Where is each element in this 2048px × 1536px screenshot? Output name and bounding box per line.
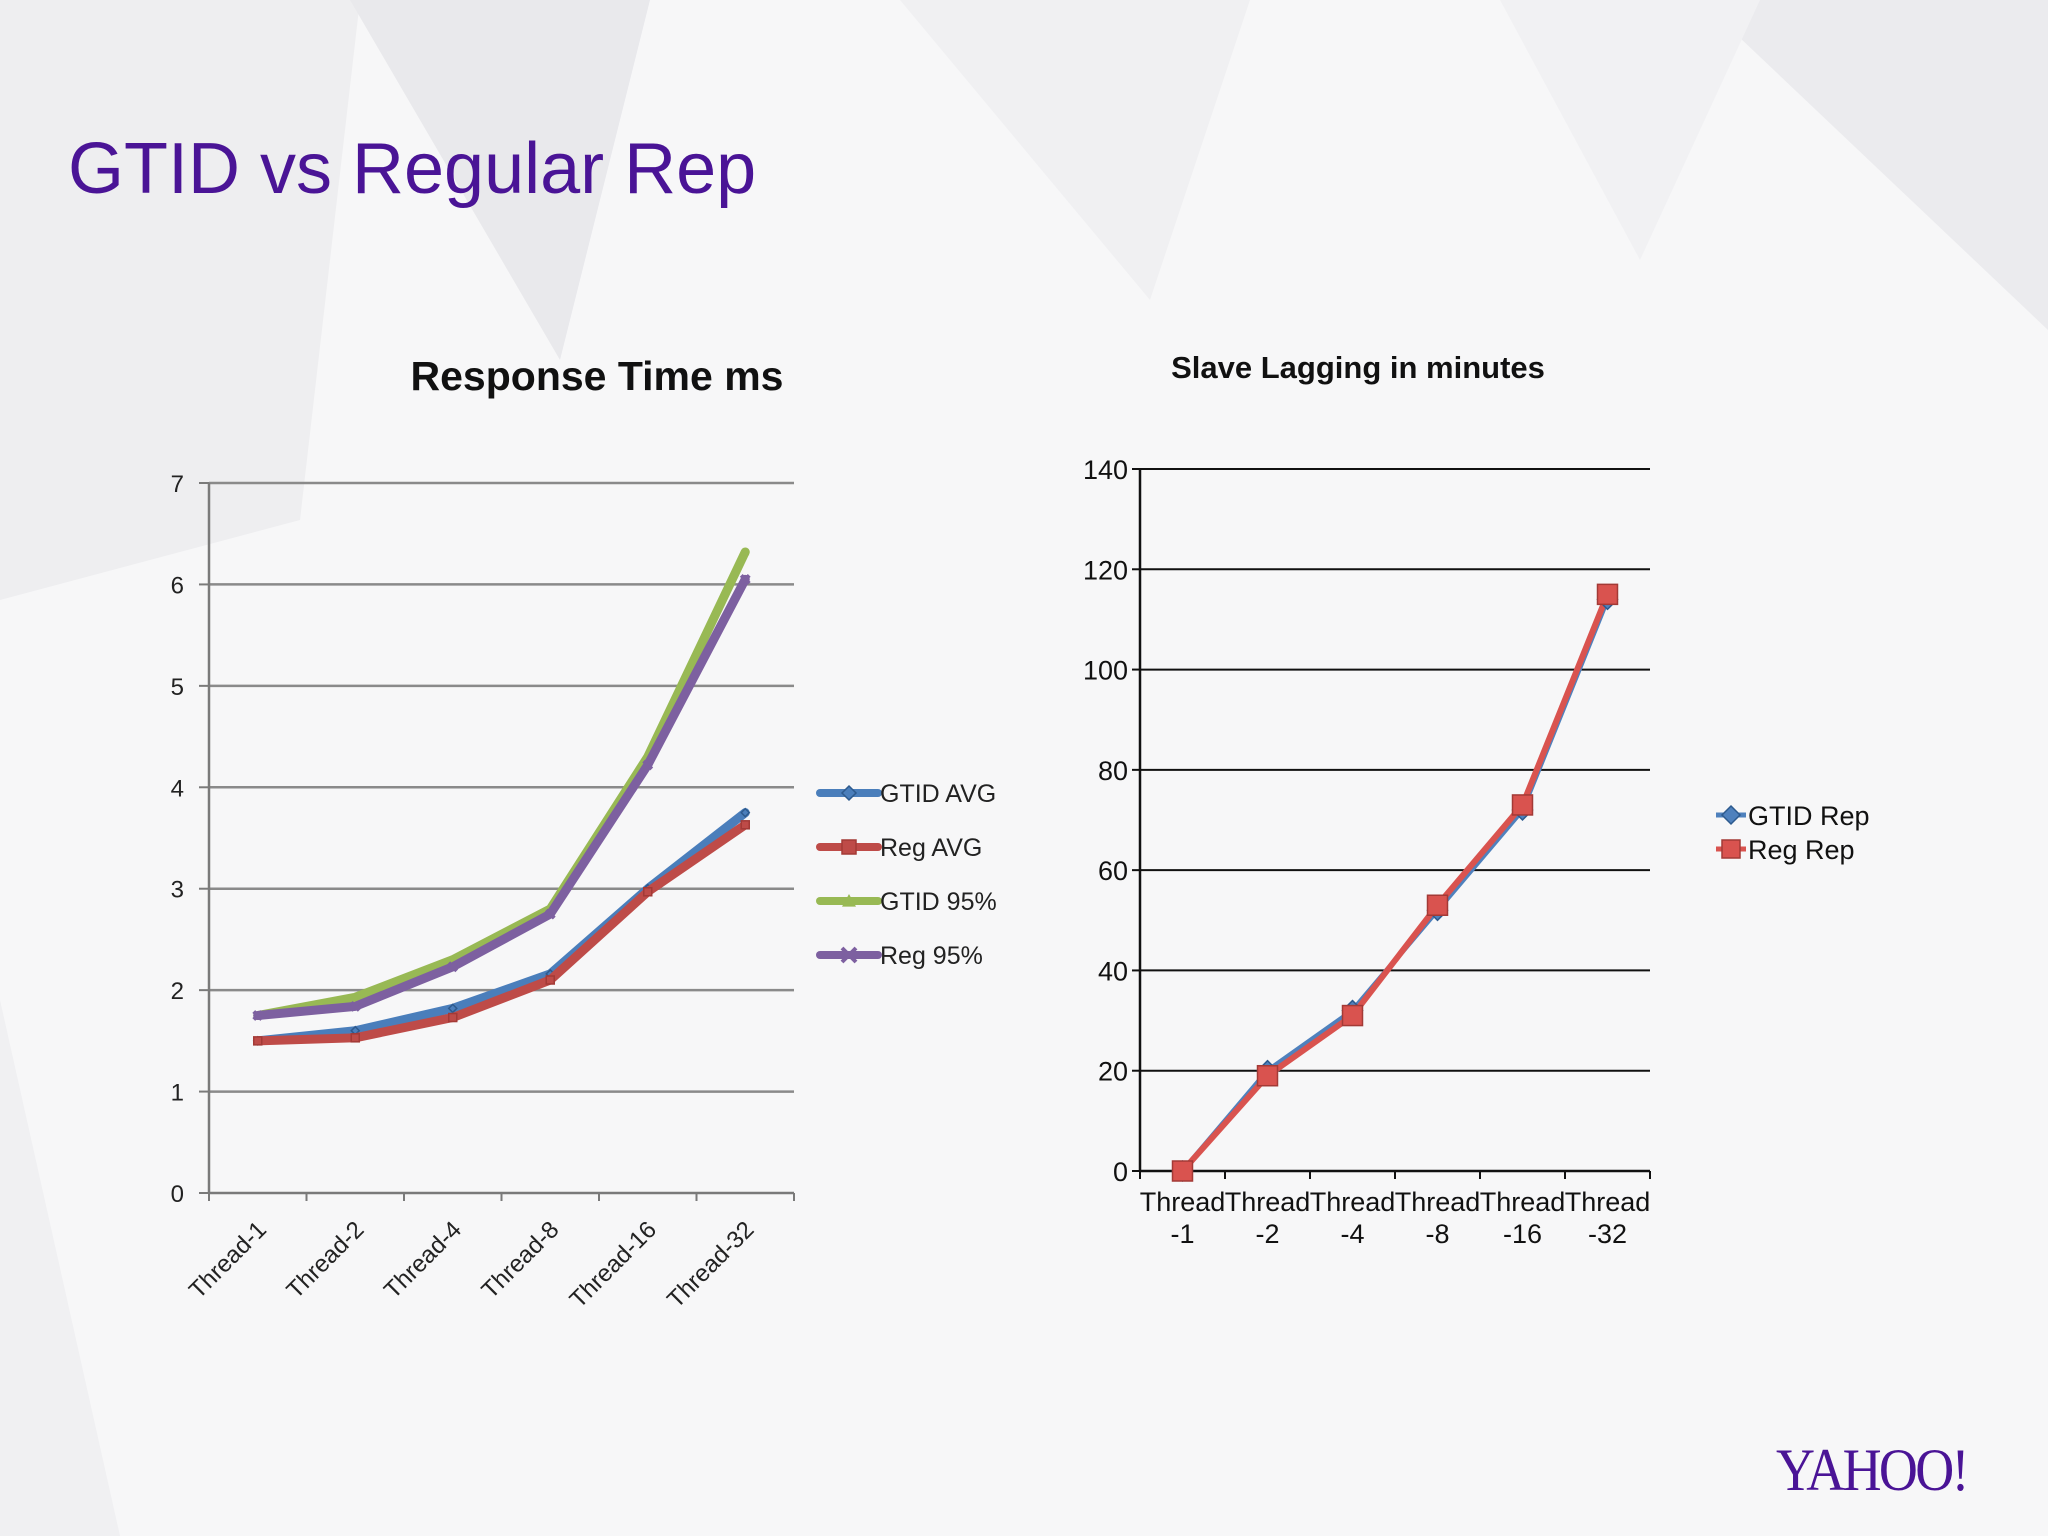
data-point (349, 1000, 361, 1012)
x-tick-label: Thread-2 (282, 1216, 370, 1304)
data-point (544, 908, 556, 920)
data-point (741, 547, 750, 556)
page-title: GTID vs Regular Rep (68, 129, 757, 209)
legend-marker (841, 839, 857, 855)
data-point (740, 807, 751, 818)
series-line-1 (253, 820, 750, 1046)
data-point (643, 887, 653, 897)
y-tick-label: 0 (171, 1181, 184, 1208)
legend-label: Reg AVG (880, 834, 982, 862)
legend-label: GTID 95% (880, 888, 997, 916)
data-point (642, 759, 654, 771)
legend-marker (840, 784, 858, 802)
y-tick-label: 6 (171, 572, 184, 599)
data-point (253, 1036, 263, 1046)
series-line-2 (253, 547, 750, 1020)
yahoo-logo: YAHOO! (1776, 1437, 1969, 1503)
data-point (447, 961, 459, 973)
data-point (350, 1033, 360, 1043)
data-point (447, 1003, 458, 1014)
legend-label: Reg 95% (880, 942, 983, 970)
data-point (545, 975, 555, 985)
y-tick-label: 1 (171, 1080, 184, 1107)
legend-marker (840, 946, 858, 964)
y-tick-label: 5 (171, 674, 184, 701)
y-tick-label: 2 (171, 978, 184, 1005)
x-tick-label: Thread-8 (477, 1216, 565, 1304)
legend-label: GTID AVG (880, 780, 996, 808)
data-point (739, 573, 751, 585)
x-tick-label: Thread-32 (662, 1216, 759, 1313)
x-tick-label: Thread-16 (565, 1216, 662, 1313)
data-point (448, 1012, 458, 1023)
data-point (252, 1010, 264, 1021)
chart-title: Response Time ms (411, 353, 784, 399)
data-point (740, 820, 750, 830)
y-tick-label: 3 (171, 877, 184, 904)
x-tick-label: Thread-1 (184, 1216, 272, 1304)
legend-marker (842, 894, 856, 907)
response-time-chart: Response Time ms 0 1 2 3 4 5 6 7 Thread-1 Thread-2… (171, 353, 997, 1314)
series-line-3 (253, 574, 750, 1020)
y-tick-label: 4 (171, 775, 184, 802)
x-tick-label: Thread-4 (379, 1216, 467, 1304)
y-tick-label: 7 (171, 471, 184, 498)
data-point (351, 993, 360, 1001)
